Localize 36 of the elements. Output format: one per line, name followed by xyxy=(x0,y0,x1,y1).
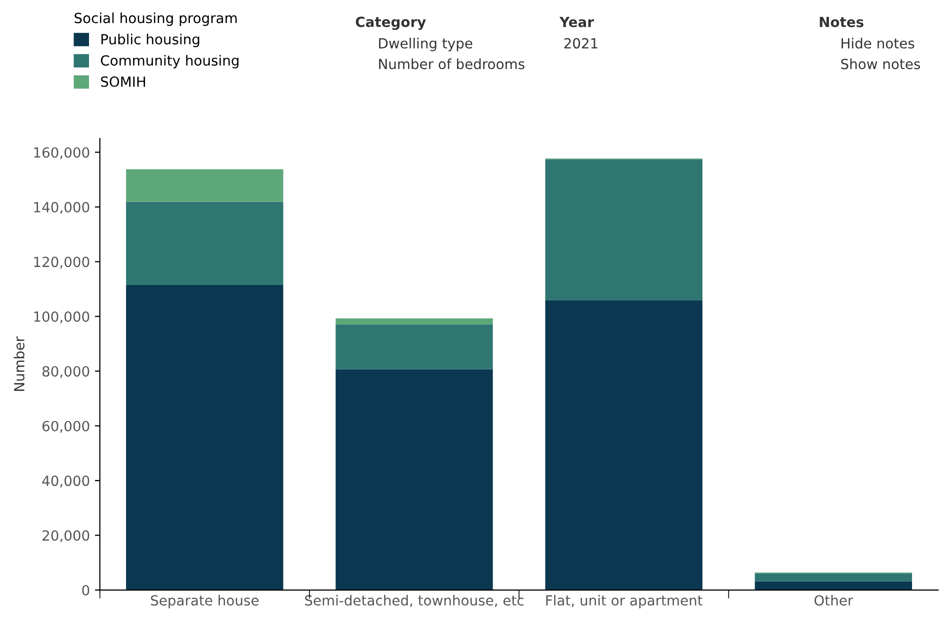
legend-label: Public housing xyxy=(101,34,200,48)
text: Category xyxy=(356,16,426,30)
bar xyxy=(336,318,493,324)
y-tick-label: 100,000 xyxy=(34,311,90,324)
y-tick-label: 60,000 xyxy=(42,420,90,433)
bar xyxy=(126,284,284,590)
x-tick-label: Other xyxy=(814,594,854,606)
y-tick-label: 120,000 xyxy=(34,256,90,269)
text: Show notes xyxy=(841,58,920,70)
legend-label: SOMIH xyxy=(101,76,146,87)
text: Number of bedrooms xyxy=(379,58,524,70)
bar xyxy=(336,324,493,370)
bar xyxy=(545,300,702,590)
y-tick-label: 20,000 xyxy=(42,530,90,542)
y-tick-label: 80,000 xyxy=(42,366,90,378)
bar xyxy=(126,202,284,285)
bar xyxy=(336,369,493,590)
bar xyxy=(754,573,912,582)
bar xyxy=(754,581,912,590)
text: Year xyxy=(559,16,594,28)
y-tick-label: 160,000 xyxy=(34,147,90,160)
y-tick-label: 0 xyxy=(82,584,90,596)
x-tick-label: Flat, unit or apartment xyxy=(546,594,702,608)
text: Hide notes xyxy=(842,38,914,49)
text: Notes xyxy=(820,16,864,28)
bar xyxy=(126,169,284,202)
text: Dwelling type xyxy=(379,38,472,52)
bar xyxy=(545,159,702,301)
legend-label: Community housing xyxy=(100,54,238,68)
y-axis-title: Number xyxy=(14,336,24,391)
x-tick-label: Separate house xyxy=(150,594,259,608)
x-tick-label: Semi-detached, townhouse, etc xyxy=(305,594,524,608)
y-tick-label: 140,000 xyxy=(34,202,90,214)
legend-title: Social housing program xyxy=(74,12,237,26)
y-tick-label: 40,000 xyxy=(42,476,90,488)
text: 2021 xyxy=(564,38,598,49)
